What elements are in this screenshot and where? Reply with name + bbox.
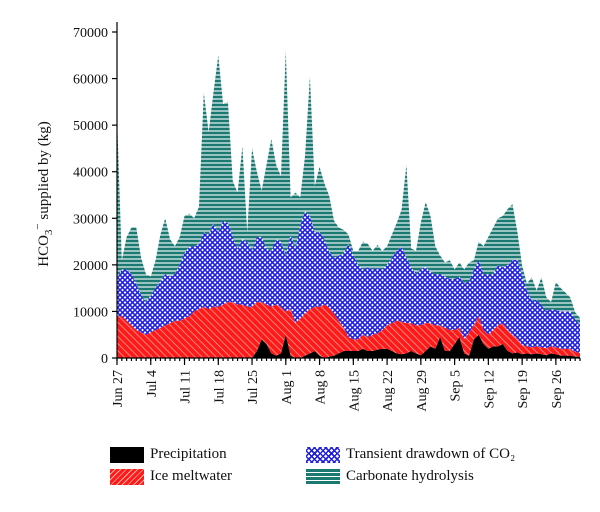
y-tick-label: 20000 — [73, 259, 108, 274]
legend-label-carbonate-hydrolysis: Carbonate hydrolysis — [346, 468, 474, 484]
y-tick-label: 70000 — [73, 26, 108, 41]
x-tick-label: Jul 4 — [145, 370, 160, 397]
x-tick-label: Sep 19 — [516, 370, 531, 409]
legend-swatch-carbonate-hydrolysis — [306, 468, 340, 485]
axes: 0 10000 20000 30000 40000 50000 60000 70000 Jun … — [73, 22, 581, 412]
y-tick-label: 60000 — [73, 73, 108, 88]
y-tick-label: 40000 — [73, 166, 108, 181]
x-tick-label: Jul 18 — [212, 370, 227, 404]
x-tick-label: Jun 27 — [111, 370, 126, 407]
plot-areas — [117, 50, 580, 358]
y-tick-label: 30000 — [73, 212, 108, 227]
y-tick-label: 50000 — [73, 119, 108, 134]
legend-swatch-precipitation — [110, 446, 144, 463]
x-tick-label: Sep 12 — [482, 370, 497, 409]
legend-swatch-transient-drawdown — [306, 446, 340, 463]
x-tick-label: Aug 15 — [347, 370, 362, 412]
x-tick-label: Jul 25 — [246, 370, 261, 404]
y-axis-label: HCO3− supplied by (kg) — [32, 121, 55, 266]
area-series-0 — [117, 334, 580, 358]
legend-swatch-ice-meltwater — [110, 468, 144, 485]
legend-label-precipitation: Precipitation — [150, 446, 227, 462]
legend-label-ice-meltwater: Ice meltwater — [150, 468, 233, 484]
legend-item-transient-drawdown: Transient drawdown of CO₂ — [306, 446, 515, 463]
legend-item-carbonate-hydrolysis: Carbonate hydrolysis — [306, 468, 474, 485]
legend: Precipitation Ice meltwater Transient dr… — [110, 440, 590, 500]
y-tick-label: 10000 — [73, 305, 108, 320]
area-series-2 — [117, 211, 580, 353]
area-series-1 — [117, 302, 580, 358]
legend-item-precipitation: Precipitation — [110, 446, 227, 463]
x-tick-label: Jul 11 — [179, 370, 194, 403]
legend-label-transient-drawdown: Transient drawdown of CO₂ — [346, 446, 516, 462]
x-tick-label: Sep 5 — [449, 370, 464, 402]
x-tick-label: Sep 26 — [550, 370, 565, 409]
x-tick-label: Aug 8 — [314, 370, 329, 405]
y-tick-label: 0 — [101, 352, 108, 367]
chart-svg: 0 10000 20000 30000 40000 50000 60000 70000 Jun … — [32, 22, 581, 412]
x-tick-label: Aug 22 — [381, 370, 396, 412]
area-series-3 — [117, 50, 580, 325]
x-tick-label: Aug 1 — [280, 370, 295, 405]
x-tick-label: Aug 29 — [415, 370, 430, 412]
legend-item-ice-meltwater: Ice meltwater — [110, 468, 232, 485]
